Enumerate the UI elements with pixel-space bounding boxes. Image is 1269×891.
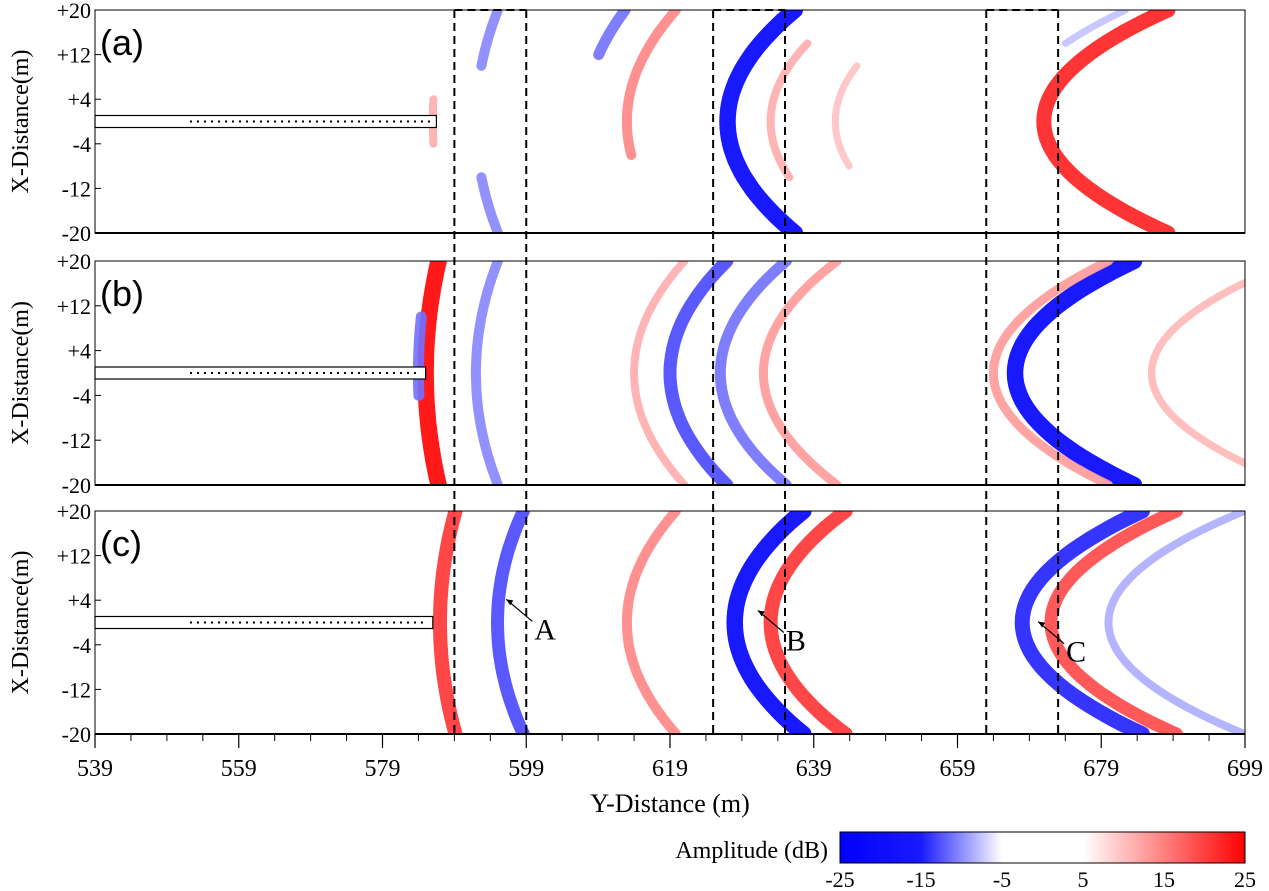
annotation-label: A	[534, 613, 556, 646]
y-tick-label: -4	[73, 633, 91, 658]
x-tick-label: 619	[652, 756, 688, 782]
panel-label: (c)	[100, 523, 142, 564]
y-tick-label: -4	[73, 132, 91, 157]
y-axis-title: X-Distance(m)	[8, 301, 34, 445]
y-tick-label: +4	[68, 588, 91, 613]
y-tick-label: -20	[62, 473, 91, 498]
panel-label: (b)	[100, 273, 144, 314]
colorbar-tick-label: -15	[906, 867, 935, 891]
y-axis-title: X-Distance(m)	[8, 50, 34, 194]
panels: +20 +12 +4 -4 -12 -20 X-Distance(m) (a) +20 +12 +4…	[8, 0, 1246, 747]
y-tick-label: -20	[62, 221, 91, 246]
annotation-label: C	[1066, 636, 1086, 669]
arc-9	[988, 261, 1114, 485]
arc-10	[1062, 10, 1129, 47]
arc-5	[763, 511, 853, 734]
x-tick-label: 679	[1083, 756, 1119, 782]
panel-label: (a)	[100, 22, 144, 63]
arc-7	[1044, 511, 1183, 734]
arc-2	[490, 511, 530, 734]
x-tick-label: 539	[77, 756, 113, 782]
y-tick-label: +12	[57, 544, 91, 569]
arc-8	[1006, 261, 1143, 485]
y-tick-label: -12	[62, 428, 91, 453]
overlay: A B C	[453, 9, 1086, 735]
colorbar-tick-label: -5	[993, 867, 1011, 891]
arc-group	[428, 10, 1176, 233]
arc-4	[663, 261, 734, 485]
arc-6	[719, 10, 804, 233]
panel-3: +20 +12 +4 -4 -12 -20 X-Distance(m) (c)	[8, 499, 1246, 747]
colorbar-tick-label: 25	[1234, 867, 1256, 891]
y-tick-label: +4	[68, 339, 91, 364]
colorbar-tick-label: 15	[1153, 867, 1175, 891]
y-axis-title: X-Distance(m)	[8, 551, 34, 695]
x-tick-label: 559	[221, 756, 257, 782]
x-axis: 539 559 579 599 619 639 659 679 699 Y-Distance (m…	[77, 734, 1263, 818]
arc-10	[1147, 278, 1245, 468]
arc-3	[621, 511, 681, 734]
arc-2	[476, 172, 503, 233]
arc-8	[831, 62, 861, 170]
y-tick-label: +4	[68, 87, 91, 112]
y-tick-label: -20	[62, 722, 91, 747]
arc-6	[1014, 511, 1150, 734]
arc-5	[621, 10, 681, 160]
annotation-label: B	[786, 625, 806, 658]
annotation-arrowhead	[506, 599, 514, 606]
arc-9	[1036, 10, 1176, 233]
y-tick-label: +20	[57, 499, 91, 524]
arc-4	[726, 511, 812, 734]
arc-1	[433, 511, 463, 734]
colorbar: Amplitude (dB) -25 -15 -5 5 15 25	[675, 831, 1256, 891]
arc-1	[476, 10, 503, 71]
arc-2	[412, 311, 427, 401]
annotation-arrowhead	[757, 610, 765, 617]
arc-4	[593, 10, 631, 61]
arc-8	[1104, 511, 1245, 734]
y-tick-label: +20	[57, 249, 91, 274]
arc-5	[630, 261, 689, 485]
y-tick-label: +20	[57, 0, 91, 23]
borehole	[94, 615, 434, 630]
y-tick-label: -12	[62, 176, 91, 201]
y-tick-label: -4	[73, 383, 91, 408]
x-tick-label: 659	[940, 756, 976, 782]
panel-1: +20 +12 +4 -4 -12 -20 X-Distance(m) (a)	[8, 0, 1246, 246]
borehole	[94, 114, 438, 129]
colorbar-tick-label: 5	[1078, 867, 1089, 891]
y-tick-label: +12	[57, 294, 91, 319]
colorbar-gradient	[839, 831, 1246, 864]
arc-7	[766, 39, 812, 182]
colorbar-tick-label: -25	[825, 867, 854, 891]
arc-3	[470, 261, 503, 485]
annotation-arrowhead	[1038, 621, 1046, 628]
panel-2: +20 +12 +4 -4 -12 -20 X-Distance(m) (b)	[8, 249, 1246, 498]
x-tick-label: 699	[1227, 756, 1263, 782]
arc-7	[758, 261, 842, 485]
y-tick-label: +12	[57, 43, 91, 68]
x-tick-label: 599	[508, 756, 544, 782]
x-tick-label: 579	[365, 756, 401, 782]
arc-6	[714, 261, 792, 485]
colorbar-title: Amplitude (dB)	[675, 838, 828, 864]
y-tick-label: -12	[62, 677, 91, 702]
arc-group	[433, 511, 1245, 734]
x-tick-label: 639	[796, 756, 832, 782]
x-axis-title: Y-Distance (m)	[590, 789, 750, 818]
